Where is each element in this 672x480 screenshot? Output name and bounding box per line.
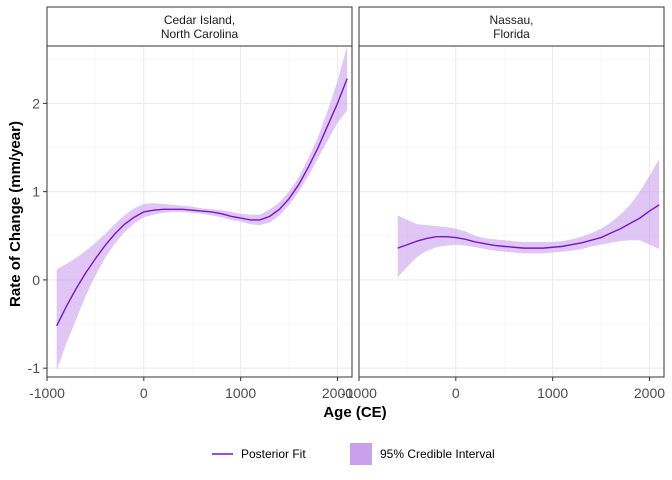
- panel-title-line: North Carolina: [161, 27, 239, 41]
- y-tick-label: 1: [32, 184, 40, 200]
- x-tick-label: 2000: [322, 385, 353, 401]
- panel-strip: [46, 6, 353, 47]
- y-tick-labels: -1 0 1 2: [28, 95, 47, 376]
- legend-band-key: [350, 443, 372, 465]
- panel-background: [359, 46, 664, 377]
- y-tick-label: 2: [32, 95, 40, 111]
- legend: Posterior Fit 95% Credible Interval: [212, 443, 495, 465]
- panel-nassau: Nassau,Florida -1000 0 1000 2000: [341, 6, 665, 401]
- x-tick-label: -1000: [29, 385, 65, 401]
- x-tick-label: 2000: [634, 385, 665, 401]
- y-axis-title: Rate of Change (mm/year): [7, 121, 24, 307]
- x-axis-title: Age (CE): [323, 404, 386, 421]
- legend-label-fit: Posterior Fit: [241, 447, 306, 461]
- x-tick-label: 1000: [225, 385, 256, 401]
- panel-title-line: Nassau,: [489, 13, 533, 27]
- x-tick-label: 1000: [537, 385, 568, 401]
- posterior-fit-line: [56, 78, 348, 327]
- panel-strip: [358, 6, 665, 47]
- panel-title-line: Cedar Island,: [164, 13, 235, 27]
- x-tick-label: 0: [140, 385, 148, 401]
- y-tick-label: -1: [28, 360, 41, 376]
- panel-cedar-island: Cedar Island,North Carolina -1000 0 1000 200…: [29, 6, 353, 401]
- panel-border: [46, 45, 353, 378]
- posterior-fit-line: [397, 204, 660, 249]
- panel-border: [358, 45, 665, 378]
- x-tick-label: -1000: [341, 385, 377, 401]
- legend-label-band: 95% Credible Interval: [380, 447, 495, 461]
- y-tick-label: 0: [32, 272, 40, 288]
- x-tick-label: 0: [452, 385, 460, 401]
- panel-title-line: Florida: [493, 27, 530, 41]
